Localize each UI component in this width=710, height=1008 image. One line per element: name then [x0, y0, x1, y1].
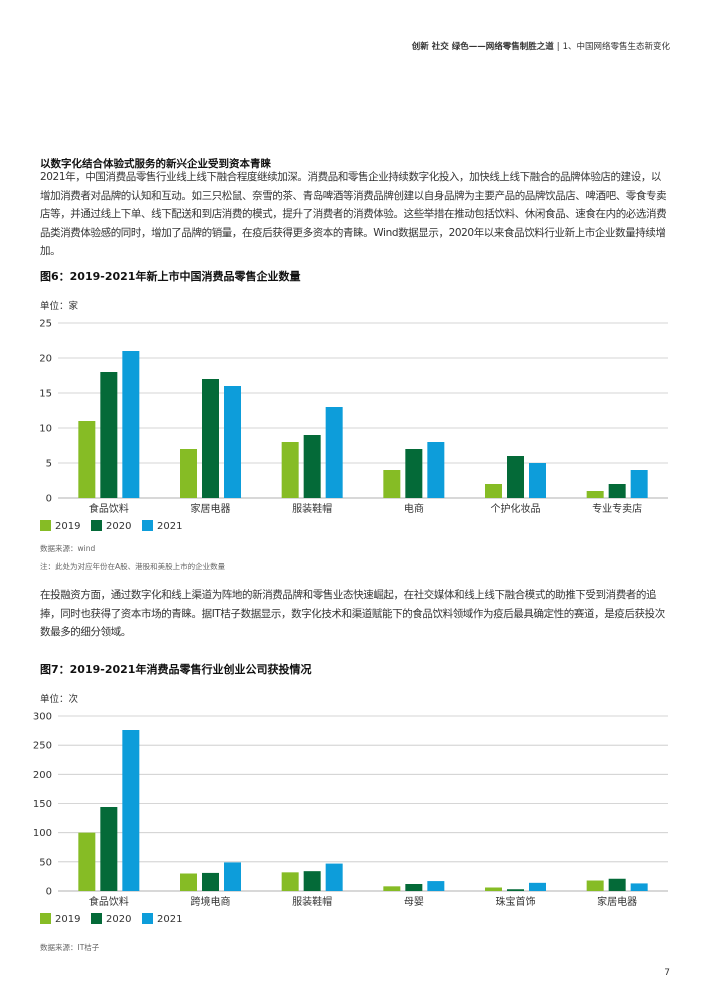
bar-2021-3	[325, 407, 343, 498]
bar-2019-4	[383, 886, 401, 891]
bar-2020-6	[608, 878, 626, 891]
figure-7-svg: 单位：次 0 50 100 150 200 250 300 食品饮料 跨境电商 服装鞋帽 母婴 珠宝首饰…	[33, 693, 668, 925]
x-category-label: 食品饮料	[89, 502, 129, 515]
x-category-label: 跨境电商	[191, 895, 231, 908]
legend-swatch-2021	[142, 913, 153, 924]
figure-6-title: 图6：2019-2021年新上市中国消费品零售企业数量	[40, 270, 301, 283]
bar-2019-1	[78, 421, 96, 498]
bar-2021-4	[427, 881, 445, 891]
x-category-label: 珠宝首饰	[496, 895, 536, 908]
chart-unit-label: 单位：次	[40, 693, 79, 705]
bar-2019-3	[281, 872, 299, 891]
y-tick-label: 100	[33, 828, 52, 839]
bar-2019-6	[586, 880, 604, 891]
legend-label-2021: 2021	[157, 521, 182, 532]
x-category-label: 服装鞋帽	[292, 502, 332, 515]
bar-2021-5	[529, 882, 546, 891]
body-paragraph-1: 2021年，中国消费品零售行业线上线下融合程度继续加深。消费品和零售企业持续数字…	[40, 171, 667, 257]
bar-2021-1	[122, 351, 140, 498]
bar-2021-2	[224, 862, 241, 891]
y-tick-label: 15	[39, 389, 52, 400]
bar-2020-6	[608, 484, 626, 498]
page-header: 创新 社交 绿色——网络零售制胜之道 | 1、中国网络零售生态新变化	[412, 40, 670, 52]
y-tick-label: 20	[39, 354, 52, 365]
x-category-label: 家居电器	[597, 895, 637, 908]
figure-6-chart: 单位：家 0 5 10 15 20 25 食品饮料 家居电器 服装鞋帽 电商 个护化妆品 专业专卖店 20…	[0, 295, 710, 540]
figure-7-title: 图7：2019-2021年消费品零售行业创业公司获投情况	[40, 663, 312, 676]
bar-2020-1	[100, 372, 118, 498]
figure-7-chart: 单位：次 0 50 100 150 200 250 300 食品饮料 跨境电商 服装鞋帽 母婴 珠宝首饰…	[0, 688, 710, 933]
page-number: 7	[664, 968, 670, 978]
legend-label-2019: 2019	[55, 521, 80, 532]
body-paragraph-2: 在投融资方面，通过数字化和线上渠道为阵地的新消费品牌和零售业态快速崛起，在社交媒…	[40, 589, 665, 638]
y-tick-label: 0	[46, 887, 52, 898]
bar-2019-1	[78, 832, 96, 891]
bar-2020-3	[303, 871, 321, 891]
bar-2019-5	[485, 484, 502, 498]
bar-2020-4	[405, 884, 423, 891]
figure-6-svg: 单位：家 0 5 10 15 20 25 食品饮料 家居电器 服装鞋帽 电商 个护化妆品 专业专卖店 20…	[39, 300, 668, 532]
x-category-label: 个护化妆品	[491, 502, 541, 515]
bar-2021-6	[630, 470, 648, 498]
y-tick-label: 25	[39, 319, 52, 330]
x-category-label: 食品饮料	[89, 895, 129, 908]
chart-unit-label: 单位：家	[40, 300, 79, 312]
bar-2021-6	[630, 883, 648, 891]
bar-2021-4	[427, 442, 445, 498]
header-title: 创新 社交 绿色——网络零售制胜之道	[411, 42, 554, 52]
legend-swatch-2019	[40, 913, 51, 924]
x-category-label: 专业专卖店	[592, 502, 642, 515]
bar-2021-5	[529, 463, 546, 498]
y-tick-label: 50	[39, 857, 52, 868]
bar-2019-6	[586, 491, 604, 498]
x-category-label: 母婴	[404, 896, 424, 908]
x-category-label: 家居电器	[191, 502, 231, 515]
legend-label-2020: 2020	[106, 914, 131, 925]
y-tick-label: 0	[46, 494, 52, 505]
bar-2021-2	[224, 386, 241, 498]
y-tick-label: 300	[33, 712, 52, 723]
legend-label-2019: 2019	[55, 914, 80, 925]
header-separator: |	[556, 42, 560, 52]
x-category-label: 服装鞋帽	[292, 895, 332, 908]
bar-2019-2	[180, 873, 197, 891]
legend-swatch-2020	[91, 520, 102, 531]
legend-label-2020: 2020	[106, 521, 131, 532]
bar-2020-3	[303, 435, 321, 498]
y-tick-label: 150	[33, 799, 52, 810]
bar-2021-3	[325, 863, 343, 891]
bar-2020-5	[507, 456, 524, 498]
y-tick-label: 250	[33, 741, 52, 752]
bar-2020-1	[100, 807, 118, 891]
bar-2020-2	[202, 872, 219, 891]
legend-swatch-2020	[91, 913, 102, 924]
figure-7-source: 数据来源：IT桔子	[40, 943, 100, 952]
section-heading: 以数字化结合体验式服务的新兴企业受到资本青睐	[40, 158, 271, 170]
y-tick-label: 5	[46, 459, 52, 470]
figure-6-source: 数据来源：wind	[40, 544, 96, 553]
y-tick-label: 10	[39, 424, 52, 435]
legend-label-2021: 2021	[157, 914, 182, 925]
header-section: 1、中国网络零售生态新变化	[562, 42, 670, 52]
bar-2020-2	[202, 379, 219, 498]
y-tick-label: 200	[33, 770, 52, 781]
figure-6-note: 注：此处为对应年份在A股、港股和美股上市的企业数量	[40, 562, 226, 571]
x-category-label: 电商	[404, 502, 424, 515]
bar-2019-4	[383, 470, 401, 498]
bar-2019-5	[485, 887, 502, 891]
bar-2020-5	[507, 889, 524, 891]
bar-2019-2	[180, 449, 197, 498]
bar-2019-3	[281, 442, 299, 498]
legend-swatch-2021	[142, 520, 153, 531]
legend-swatch-2019	[40, 520, 51, 531]
bar-2021-1	[122, 730, 140, 891]
bar-2020-4	[405, 449, 423, 498]
